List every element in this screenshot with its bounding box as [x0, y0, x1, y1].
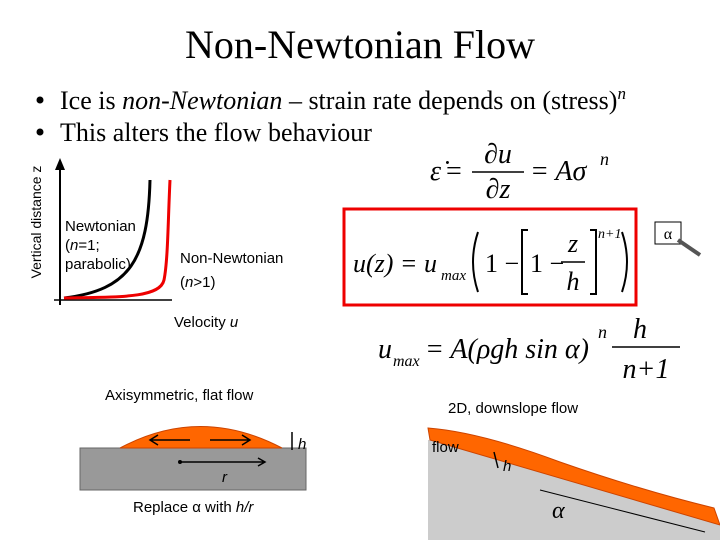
icon-text: α: [664, 226, 673, 243]
eq-text: ∂u: [484, 139, 512, 170]
bullet-text: Ice is non-Newtonian – strain rate depen…: [60, 84, 626, 115]
umax-equation: u max = A(ρgh sin α) n h n+1: [378, 314, 680, 385]
eq-text: max: [393, 353, 420, 370]
bullet-dot: [36, 128, 44, 136]
slope-line: [539, 489, 706, 533]
flow-arrows: [148, 434, 252, 446]
x-axis-label: Velocity u: [174, 314, 239, 331]
alpha-icon: α: [654, 221, 702, 257]
icon-pen: [676, 238, 702, 257]
curve-label: (n=1;: [65, 237, 100, 254]
curve-label: (n>1): [180, 274, 215, 291]
curve-label: Non-Newtonian: [180, 250, 283, 267]
eq-text: n: [598, 322, 607, 342]
eq-text: u: [378, 334, 392, 365]
eq-text: 1 −: [485, 249, 519, 278]
velocity-equation: u(z) = u max 1 − 1 − z h n+1: [353, 227, 628, 296]
strain-rate-equation: ε̇ = ∂u ∂z = Aσ n: [430, 139, 609, 205]
label: flow: [432, 439, 459, 456]
bracket: [621, 231, 628, 293]
eq-text: = A(ρgh sin α): [425, 334, 589, 365]
eq-text: h: [567, 267, 580, 296]
bed: [79, 447, 307, 491]
curve-label: Newtonian: [65, 218, 136, 235]
r-arrow: [180, 457, 267, 467]
eq-text: n+1: [623, 354, 670, 385]
figure-title: 2D, downslope flow: [448, 400, 578, 417]
bracket: [590, 229, 597, 295]
newtonian-profile: [63, 179, 152, 300]
eq-text: 1 −: [530, 249, 564, 278]
title: Non-Newtonian Flow: [185, 22, 535, 67]
eq-text: n+1: [598, 227, 621, 242]
bullet-text: This alters the flow behaviour: [60, 118, 372, 147]
eq-text: =: [446, 156, 462, 187]
eq-text: z: [567, 229, 578, 258]
label: h: [503, 458, 511, 475]
eq-text: n: [600, 149, 609, 169]
eq-text: = Aσ: [530, 156, 587, 187]
bracket: [472, 231, 479, 293]
eq-text: ∂z: [486, 174, 511, 205]
bracket: [521, 229, 528, 295]
y-axis-label: Vertical distance z: [28, 166, 44, 279]
slope: [428, 440, 720, 540]
eq-text: max: [441, 268, 466, 284]
ice-layer: [427, 427, 720, 526]
label: r: [222, 469, 228, 486]
note: Replace α with h/r: [133, 499, 254, 516]
label: h: [298, 436, 306, 453]
ice-dome: [119, 426, 283, 449]
eq-text: u(z) = u: [353, 249, 437, 278]
eq-text: h: [633, 314, 647, 345]
axis-arrow: [55, 158, 65, 170]
center-dot: [178, 460, 182, 464]
figure-title: Axisymmetric, flat flow: [105, 387, 254, 404]
h-arrow: [493, 451, 499, 469]
label: α: [552, 498, 565, 524]
curve-label: parabolic): [65, 256, 131, 273]
icon-box: [654, 221, 682, 245]
bullet-dot: [36, 96, 44, 104]
highlight-box: [342, 207, 638, 307]
non-newtonian-profile: [63, 179, 172, 300]
